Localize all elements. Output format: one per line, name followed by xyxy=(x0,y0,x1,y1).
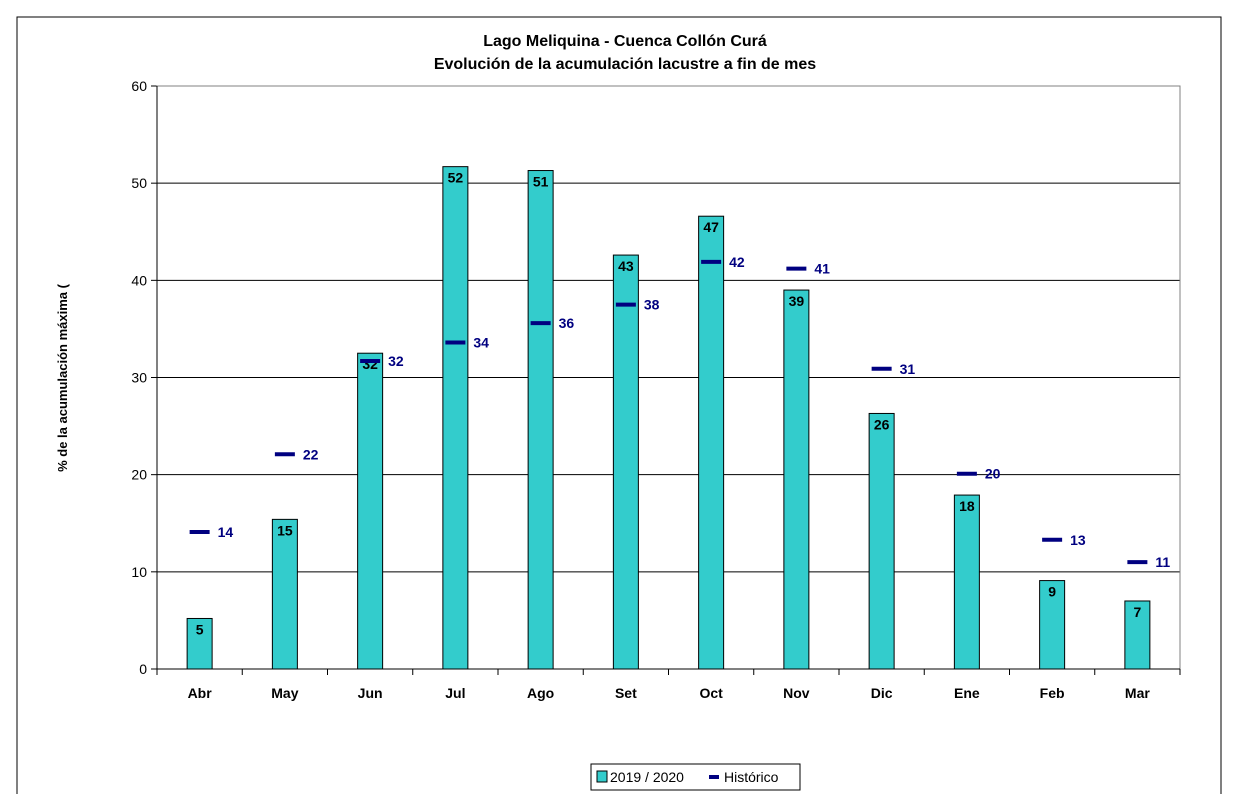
legend-swatch-2019-2020 xyxy=(596,770,608,783)
bar-Dic xyxy=(868,412,895,670)
historico-label-Oct: 42 xyxy=(729,254,745,270)
legend-label-historico: Histórico xyxy=(724,769,779,785)
y-tick-label-40: 40 xyxy=(131,272,147,288)
y-tick-label-50: 50 xyxy=(131,175,147,191)
bar-label-Ene: 18 xyxy=(959,498,975,514)
bar-Jul xyxy=(442,166,469,670)
historico-label-Jul: 34 xyxy=(473,335,489,351)
x-tick-label-Feb: Feb xyxy=(1040,685,1065,701)
y-tick-label-0: 0 xyxy=(139,661,147,677)
x-tick-label-Set: Set xyxy=(615,685,637,701)
x-tick-label-Mar: Mar xyxy=(1125,685,1150,701)
bar-label-Abr: 5 xyxy=(196,621,204,637)
bar-Set xyxy=(612,254,639,670)
historico-label-Mar: 11 xyxy=(1155,554,1170,570)
x-tick-label-Ene: Ene xyxy=(954,685,980,701)
legend-label-2019-2020: 2019 / 2020 xyxy=(610,769,684,785)
x-tick-label-Ago: Ago xyxy=(527,685,554,701)
bar-label-Dic: 26 xyxy=(874,416,890,432)
bar-May xyxy=(271,518,298,670)
bar-label-Jul: 52 xyxy=(448,170,464,186)
bar-label-May: 15 xyxy=(277,522,293,538)
bar-Ene xyxy=(953,494,980,670)
chart-subtitle: Evolución de la acumulación lacustre a f… xyxy=(434,56,816,73)
historico-label-Jun: 32 xyxy=(388,353,404,369)
historico-label-Nov: 41 xyxy=(814,261,830,277)
x-tick-label-Abr: Abr xyxy=(188,685,213,701)
bar-label-Feb: 9 xyxy=(1048,584,1056,600)
x-tick-label-May: May xyxy=(271,685,298,701)
x-tick-label-Jul: Jul xyxy=(445,685,465,701)
historico-label-Ago: 36 xyxy=(559,315,575,331)
historico-label-Feb: 13 xyxy=(1070,532,1086,548)
bar-label-Nov: 39 xyxy=(789,293,805,309)
historico-label-May: 22 xyxy=(303,446,319,462)
plot-area: 0 10 20 30 40 50 60 5 14 Abr 15 22 May 32 32 Jun 52 34 Jul… xyxy=(131,78,1181,701)
y-axis-label: % de la acumulación máxima ( xyxy=(55,283,70,472)
bar-Jun xyxy=(357,352,384,670)
x-tick-label-Dic: Dic xyxy=(871,685,893,701)
x-tick-label-Jun: Jun xyxy=(358,685,383,701)
legend: 2019 / 2020 Histórico xyxy=(590,763,801,791)
y-tick-label-30: 30 xyxy=(131,370,147,386)
historico-label-Ene: 20 xyxy=(985,466,1001,482)
bar-Nov xyxy=(783,289,810,670)
bar-label-Jun: 32 xyxy=(362,356,378,372)
y-tick-label-10: 10 xyxy=(131,564,147,580)
y-tick-label-60: 60 xyxy=(131,78,147,94)
bar-Mar xyxy=(1124,600,1151,670)
chart-title: Lago Meliquina - Cuenca Collón Curá xyxy=(483,33,767,50)
historico-label-Dic: 31 xyxy=(900,361,916,377)
historico-label-Abr: 14 xyxy=(218,524,234,540)
bar-Oct xyxy=(698,215,725,670)
bar-label-Ago: 51 xyxy=(533,174,549,190)
legend-box xyxy=(590,763,801,791)
bar-label-Set: 43 xyxy=(618,258,634,274)
bar-label-Oct: 47 xyxy=(703,219,719,235)
bar-Feb xyxy=(1039,580,1066,670)
x-tick-label-Nov: Nov xyxy=(783,685,810,701)
historico-label-Set: 38 xyxy=(644,297,660,313)
y-tick-label-20: 20 xyxy=(131,467,147,483)
x-tick-label-Oct: Oct xyxy=(699,685,723,701)
bar-Abr xyxy=(186,617,213,670)
bar-Ago xyxy=(527,170,554,670)
bar-label-Mar: 7 xyxy=(1133,604,1141,620)
